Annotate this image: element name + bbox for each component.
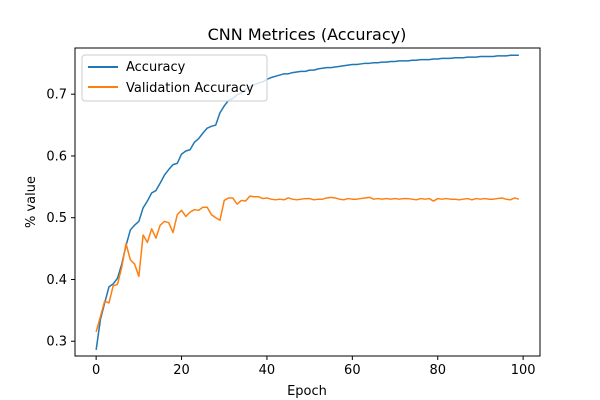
x-tick-label: 80 bbox=[429, 363, 446, 378]
x-axis-ticks: 0 20 40 60 80 100 bbox=[92, 356, 536, 378]
x-tick-label: 60 bbox=[344, 363, 361, 378]
y-tick-label: 0.5 bbox=[46, 211, 67, 226]
x-tick-label: 100 bbox=[511, 363, 536, 378]
legend-label-validation-accuracy: Validation Accuracy bbox=[126, 81, 254, 96]
y-axis-label: % value bbox=[24, 176, 39, 228]
x-tick-label: 40 bbox=[259, 363, 276, 378]
plot-frame bbox=[74, 47, 541, 357]
y-tick-label: 0.3 bbox=[46, 335, 67, 350]
y-axis-ticks: 0.3 0.4 0.5 0.6 0.7 bbox=[46, 88, 75, 350]
legend: Accuracy Validation Accuracy bbox=[81, 54, 268, 102]
series-layer bbox=[95, 54, 520, 350]
y-tick-label: 0.7 bbox=[46, 88, 67, 103]
series-line-validation-accuracy bbox=[95, 195, 520, 333]
y-tick-label: 0.6 bbox=[46, 149, 67, 164]
x-tick-label: 0 bbox=[92, 363, 100, 378]
chart-title: CNN Metrices (Accuracy) bbox=[208, 25, 407, 44]
x-tick-label: 20 bbox=[173, 363, 190, 378]
legend-box bbox=[81, 54, 268, 102]
x-axis-label: Epoch bbox=[287, 384, 327, 399]
y-tick-label: 0.4 bbox=[46, 273, 67, 288]
series-line-accuracy bbox=[95, 54, 519, 350]
legend-label-accuracy: Accuracy bbox=[126, 60, 186, 75]
